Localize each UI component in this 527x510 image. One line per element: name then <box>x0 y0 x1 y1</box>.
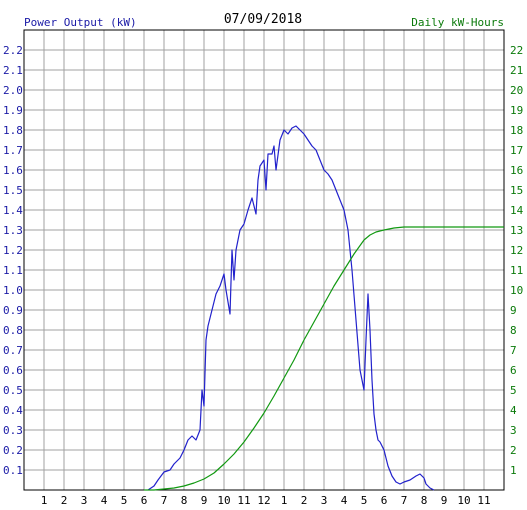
right-tick-label: 10 <box>510 284 523 297</box>
right-tick-label: 17 <box>510 144 523 157</box>
right-tick-label: 14 <box>510 204 524 217</box>
left-tick-label: 0.4 <box>3 404 23 417</box>
left-tick-label: 1.3 <box>3 224 23 237</box>
left-tick-label: 1.2 <box>3 244 23 257</box>
left-tick-label: 0.3 <box>3 424 23 437</box>
left-axis-label: Power Output (kW) <box>24 16 137 29</box>
x-tick-label: 11 <box>477 494 490 507</box>
right-tick-label: 20 <box>510 84 523 97</box>
right-tick-label: 1 <box>510 464 517 477</box>
x-tick-label: 8 <box>181 494 188 507</box>
left-tick-label: 0.1 <box>3 464 23 477</box>
left-tick-label: 2.1 <box>3 64 23 77</box>
x-tick-label: 6 <box>381 494 388 507</box>
right-tick-label: 6 <box>510 364 517 377</box>
left-tick-label: 1.1 <box>3 264 23 277</box>
x-tick-label: 10 <box>217 494 230 507</box>
left-tick-label: 2.2 <box>3 44 23 57</box>
x-tick-label: 10 <box>457 494 470 507</box>
x-tick-label: 12 <box>257 494 270 507</box>
right-tick-label: 18 <box>510 124 523 137</box>
left-tick-label: 1.0 <box>3 284 23 297</box>
right-tick-label: 9 <box>510 304 517 317</box>
x-tick-label: 2 <box>61 494 68 507</box>
x-tick-label: 7 <box>161 494 168 507</box>
left-tick-label: 1.8 <box>3 124 23 137</box>
left-tick-labels: 0.1 0.2 0.3 0.4 0.5 0.6 0.7 0.8 0.9 1.0 1.1 1.2 1.3 1… <box>3 44 23 477</box>
left-tick-label: 0.7 <box>3 344 23 357</box>
daily-kwh-line <box>144 226 504 491</box>
x-tick-labels: 1 2 3 4 5 6 7 8 9 10 11 12 1 2 3 4 5 6 7 8 9 10 11 <box>41 494 491 507</box>
x-tick-label: 7 <box>401 494 408 507</box>
x-tick-label: 11 <box>237 494 250 507</box>
right-tick-label: 7 <box>510 344 517 357</box>
right-tick-label: 4 <box>510 404 517 417</box>
x-tick-label: 5 <box>361 494 368 507</box>
left-tick-label: 0.6 <box>3 364 23 377</box>
right-tick-label: 5 <box>510 384 517 397</box>
x-tick-label: 6 <box>141 494 148 507</box>
left-tick-label: 2.0 <box>3 84 23 97</box>
right-tick-label: 2 <box>510 444 517 457</box>
right-axis-label: Daily kW-Hours <box>411 16 504 29</box>
right-tick-label: 19 <box>510 104 523 117</box>
x-tick-label: 2 <box>301 494 308 507</box>
x-tick-label: 1 <box>41 494 48 507</box>
right-tick-label: 13 <box>510 224 523 237</box>
left-tick-label: 0.2 <box>3 444 23 457</box>
x-tick-label: 4 <box>341 494 348 507</box>
left-tick-label: 1.7 <box>3 144 23 157</box>
right-tick-label: 21 <box>510 64 523 77</box>
x-tick-label: 9 <box>441 494 448 507</box>
power-output-line <box>147 125 435 491</box>
right-tick-label: 11 <box>510 264 523 277</box>
left-tick-label: 1.9 <box>3 104 23 117</box>
x-tick-label: 8 <box>421 494 428 507</box>
right-tick-label: 15 <box>510 184 523 197</box>
right-tick-label: 3 <box>510 424 517 437</box>
left-tick-label: 0.5 <box>3 384 23 397</box>
grid <box>24 30 504 490</box>
right-tick-label: 22 <box>510 44 523 57</box>
right-tick-label: 12 <box>510 244 523 257</box>
plot-frame <box>23 29 505 491</box>
x-tick-label: 1 <box>281 494 288 507</box>
x-tick-label: 3 <box>81 494 88 507</box>
left-tick-label: 1.4 <box>3 204 23 217</box>
x-tick-label: 9 <box>201 494 208 507</box>
x-tick-label: 4 <box>101 494 108 507</box>
left-tick-label: 1.6 <box>3 164 23 177</box>
left-tick-label: 1.5 <box>3 184 23 197</box>
x-tick-label: 5 <box>121 494 128 507</box>
left-tick-label: 0.9 <box>3 304 23 317</box>
right-tick-label: 16 <box>510 164 523 177</box>
right-tick-label: 8 <box>510 324 517 337</box>
series-lines <box>144 125 504 491</box>
left-tick-label: 0.8 <box>3 324 23 337</box>
x-tick-label: 3 <box>321 494 328 507</box>
chart-title: 07/09/2018 <box>224 12 302 27</box>
